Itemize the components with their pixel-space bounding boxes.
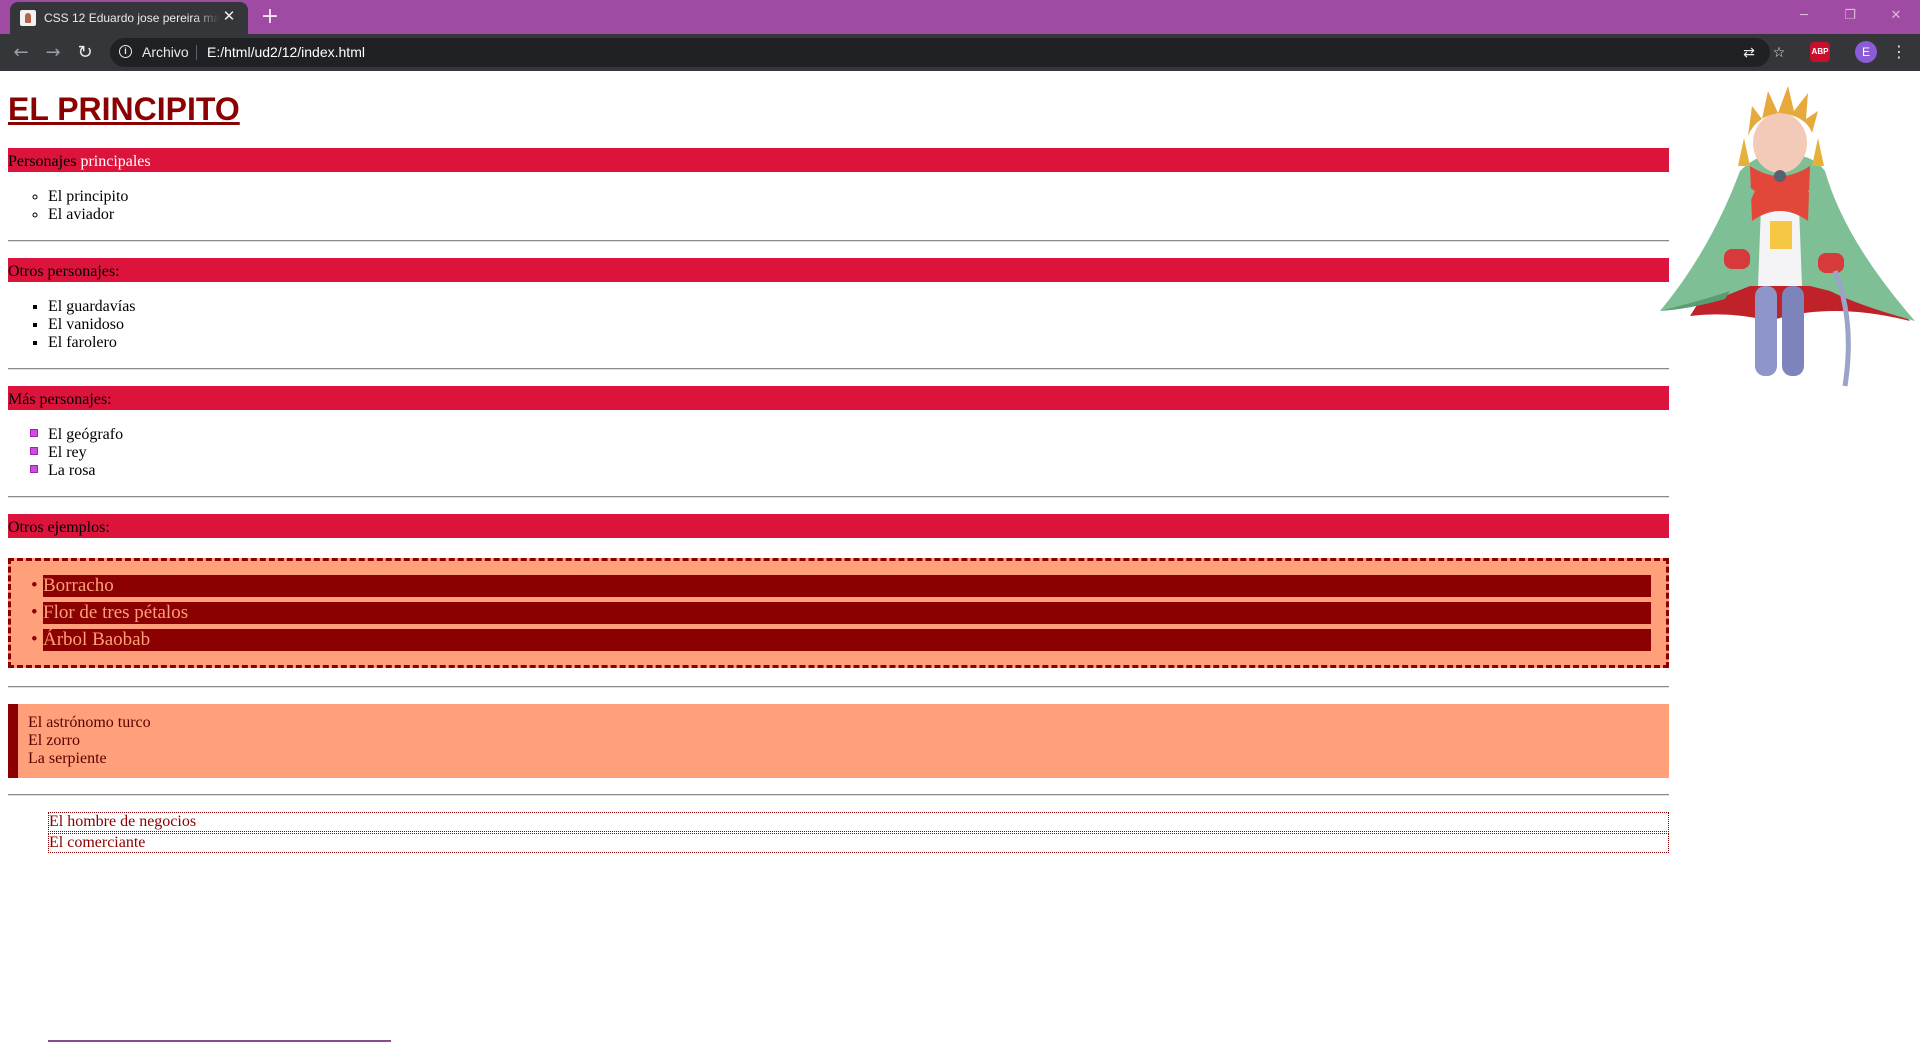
divider <box>8 368 1669 370</box>
list-item: El guardavías <box>48 298 1669 316</box>
divider <box>8 794 1669 796</box>
section-heading-otros: Otros personajes: <box>8 258 1669 282</box>
info-icon[interactable]: i <box>119 45 132 58</box>
minimize-icon[interactable]: ─ <box>1800 8 1808 23</box>
list-item: El farolero <box>48 334 1669 352</box>
box-line: La serpiente <box>28 750 107 767</box>
list-item: El vanidoso <box>48 316 1669 334</box>
new-tab-button[interactable]: + <box>260 4 280 29</box>
section-label: Personajes <box>8 153 81 170</box>
security-label[interactable]: Archivo <box>142 44 189 60</box>
divider <box>8 686 1669 688</box>
list-item: La rosa <box>30 462 1669 480</box>
abp-icon[interactable]: ABP <box>1810 42 1830 62</box>
page-viewport: EL PRINCIPITO Personajes principales El … <box>0 71 1920 1042</box>
box-line: El astrónomo turco <box>28 714 151 731</box>
list-item: Flor de tres pétalos <box>31 602 1651 624</box>
more-characters-list: El geógrafo El rey La rosa <box>8 426 1669 480</box>
list-item: Árbol Baobab <box>31 629 1651 651</box>
section-heading-ejemplos: Otros ejemplos: <box>8 514 1669 538</box>
back-icon[interactable]: ← <box>13 42 29 63</box>
avatar[interactable]: E <box>1855 41 1877 63</box>
star-icon[interactable]: ☆ <box>1772 45 1786 61</box>
list-item: El aviador <box>48 206 1669 224</box>
section-highlight: principales <box>80 153 151 170</box>
examples-list: Borracho Flor de tres pétalos Árbol Baob… <box>31 575 1651 651</box>
restore-icon[interactable]: ❐ <box>1844 8 1856 23</box>
taskbar-accent <box>48 1040 391 1042</box>
dashed-examples-box: Borracho Flor de tres pétalos Árbol Baob… <box>8 558 1669 668</box>
list-item: El principito <box>48 188 1669 206</box>
reload-icon[interactable]: ↻ <box>77 42 93 63</box>
favicon-icon <box>20 10 36 26</box>
divider <box>8 240 1669 242</box>
menu-icon[interactable]: ⋮ <box>1891 42 1907 61</box>
list-item: Borracho <box>31 575 1651 597</box>
browser-titlebar: CSS 12 Eduardo jose pereira macias ✕ + ─… <box>0 0 1920 34</box>
translate-icon[interactable]: ⇄ <box>1743 45 1755 61</box>
tab-title: CSS 12 Eduardo jose pereira macias <box>44 11 220 25</box>
address-bar[interactable]: i Archivo E:/html/ud2/12/index.html ⇄ ☆ <box>110 38 1785 67</box>
page-content: EL PRINCIPITO Personajes principales El … <box>8 71 1669 854</box>
list-item: El rey <box>30 444 1669 462</box>
browser-toolbar: ← → ↻ i Archivo E:/html/ud2/12/index.htm… <box>0 34 1920 71</box>
omnibox-separator <box>196 45 197 60</box>
bordered-list: El hombre de negocios El comerciante <box>48 812 1669 853</box>
list-item: El hombre de negocios <box>48 812 1669 832</box>
section-heading-mas: Más personajes: <box>8 386 1669 410</box>
url-text[interactable]: E:/html/ud2/12/index.html <box>207 44 365 60</box>
forward-icon[interactable]: → <box>45 42 61 63</box>
box-line: El zorro <box>28 732 80 749</box>
close-window-icon[interactable]: ✕ <box>1890 8 1902 23</box>
little-prince-image <box>1660 86 1915 387</box>
browser-tab[interactable]: CSS 12 Eduardo jose pereira macias ✕ <box>10 2 248 34</box>
section-heading-principales: Personajes principales <box>8 148 1669 172</box>
list-item: El geógrafo <box>30 426 1669 444</box>
list-item: El comerciante <box>48 833 1669 853</box>
page-title: EL PRINCIPITO <box>8 91 240 127</box>
close-tab-icon[interactable]: ✕ <box>222 8 236 25</box>
left-border-box: El astrónomo turco El zorro La serpiente <box>8 704 1669 778</box>
main-characters-list: El principito El aviador <box>8 188 1669 224</box>
other-characters-list: El guardavías El vanidoso El farolero <box>8 298 1669 352</box>
divider <box>8 496 1669 498</box>
